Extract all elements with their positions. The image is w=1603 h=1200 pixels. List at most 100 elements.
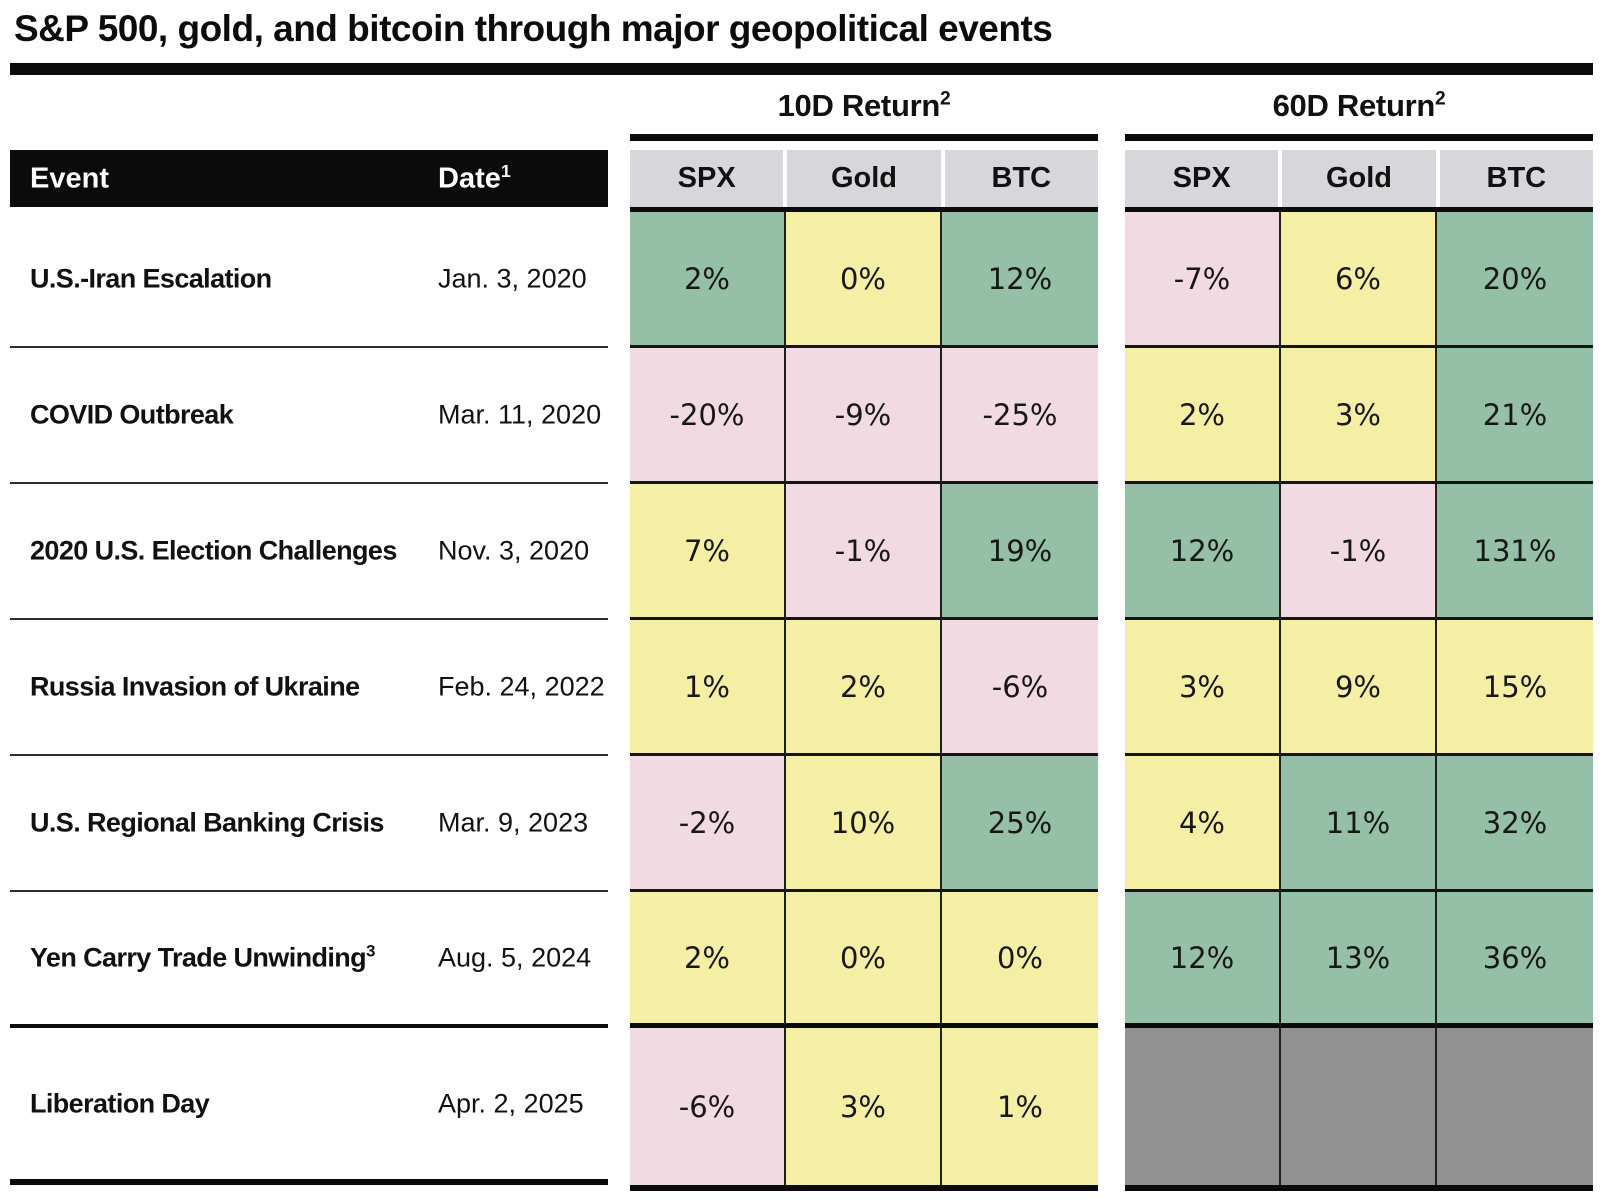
return-cell: 2% <box>1125 348 1281 484</box>
event-column-header: Event <box>30 162 109 194</box>
events-section: Event Date1 U.S.-Iran Escalation Jan. 3, … <box>10 150 608 1185</box>
return-group-10d: 10D Return2 SPX Gold BTC 2% 0% 12% -20% -9% -… <box>630 88 1098 1191</box>
header-rule-10d <box>630 207 1098 212</box>
return-group-60d: 60D Return2 SPX Gold BTC -7% 6% 20% 2% 3% 21%… <box>1125 88 1593 1191</box>
event-date: Apr. 2, 2025 <box>438 1088 584 1118</box>
header-rule-60d <box>1125 207 1593 212</box>
page-title: S&P 500, gold, and bitcoin through major… <box>14 8 1053 49</box>
return-cell: -9% <box>786 348 942 484</box>
return-cell: -1% <box>786 484 942 620</box>
group-title-60d: 60D Return2 <box>1125 88 1593 128</box>
column-header-btc: BTC <box>1439 150 1593 207</box>
group-title-60d-footnote-sup: 2 <box>1434 88 1446 110</box>
return-cell: 4% <box>1125 756 1281 892</box>
return-cell: 12% <box>1125 484 1281 620</box>
event-row: 2020 U.S. Election Challenges Nov. 3, 202… <box>10 484 608 620</box>
return-cell: 25% <box>942 756 1098 892</box>
event-row: U.S. Regional Banking Crisis Mar. 9, 2023 <box>10 756 608 892</box>
event-date: Mar. 9, 2023 <box>438 807 589 838</box>
return-cell: 20% <box>1437 212 1593 348</box>
return-cell: -1% <box>1281 484 1437 620</box>
event-date: Mar. 11, 2020 <box>438 399 602 430</box>
return-cell: -6% <box>942 620 1098 756</box>
event-name-label: COVID Outbreak <box>30 399 234 430</box>
group-rule-60d <box>1125 134 1593 141</box>
event-name-label: U.S.-Iran Escalation <box>30 263 272 294</box>
return-cell: 13% <box>1281 892 1437 1028</box>
return-cell: -2% <box>630 756 786 892</box>
return-cell: 3% <box>1281 348 1437 484</box>
return-cell: 12% <box>942 212 1098 348</box>
return-cell: 10% <box>786 756 942 892</box>
event-date: Jan. 3, 2020 <box>438 263 587 294</box>
return-cell: 12% <box>1125 892 1281 1028</box>
return-cell: 131% <box>1437 484 1593 620</box>
column-header-spx: SPX <box>630 150 784 207</box>
event-name: COVID Outbreak <box>30 399 234 431</box>
event-footnote-sup: 3 <box>366 941 375 961</box>
title-rule <box>10 63 1593 75</box>
event-row: Russia Invasion of Ukraine Feb. 24, 2022 <box>10 620 608 756</box>
event-name: Russia Invasion of Ukraine <box>30 672 360 703</box>
column-headers-60d: SPX Gold BTC <box>1125 150 1593 207</box>
date-column-header: Date1 <box>438 160 511 195</box>
return-cell: 2% <box>786 620 942 756</box>
return-cell: 36% <box>1437 892 1593 1028</box>
event-name-label: Yen Carry Trade Unwinding <box>30 942 367 973</box>
group-title-60d-label: 60D Return <box>1272 88 1436 123</box>
return-cell: 11% <box>1281 756 1437 892</box>
return-cell: 0% <box>942 892 1098 1028</box>
column-header-gold: Gold <box>1282 150 1436 207</box>
events-header-bar: Event Date1 <box>10 150 608 207</box>
return-cell: 15% <box>1437 620 1593 756</box>
return-cell: 1% <box>942 1028 1098 1185</box>
event-date: Nov. 3, 2020 <box>438 535 590 566</box>
event-name-label: Russia Invasion of Ukraine <box>30 671 360 702</box>
return-cell <box>1125 1028 1281 1185</box>
event-name: Liberation Day <box>30 1088 210 1119</box>
event-name-label: U.S. Regional Banking Crisis <box>30 807 384 838</box>
date-column-header-label: Date <box>438 162 501 194</box>
bottom-rule-10d <box>630 1185 1098 1191</box>
event-date: Feb. 24, 2022 <box>438 671 605 702</box>
event-name: 2020 U.S. Election Challenges <box>30 536 397 567</box>
group-rule-10d <box>630 134 1098 141</box>
bottom-rule-60d <box>1125 1185 1593 1191</box>
date-footnote-sup: 1 <box>500 160 511 181</box>
event-row: Yen Carry Trade Unwinding3 Aug. 5, 2024 <box>10 892 608 1028</box>
group-title-10d: 10D Return2 <box>630 88 1098 128</box>
return-cell: 0% <box>786 892 942 1028</box>
event-name-label: Liberation Day <box>30 1088 210 1118</box>
return-cell: 2% <box>630 212 786 348</box>
return-cell: -20% <box>630 348 786 484</box>
return-cell: -7% <box>1125 212 1281 348</box>
return-cell <box>1281 1028 1437 1185</box>
return-cell: -25% <box>942 348 1098 484</box>
event-name: Yen Carry Trade Unwinding3 <box>30 943 375 974</box>
return-cell: 1% <box>630 620 786 756</box>
event-date: Aug. 5, 2024 <box>438 942 592 973</box>
event-row: COVID Outbreak Mar. 11, 2020 <box>10 348 608 484</box>
event-name-label: 2020 U.S. Election Challenges <box>30 535 397 566</box>
return-cell: 19% <box>942 484 1098 620</box>
event-row: Liberation Day Apr. 2, 2025 <box>10 1028 608 1185</box>
return-cell: 9% <box>1281 620 1437 756</box>
return-cell: 0% <box>786 212 942 348</box>
column-headers-10d: SPX Gold BTC <box>630 150 1098 207</box>
return-cell: 21% <box>1437 348 1593 484</box>
return-cell: 3% <box>786 1028 942 1185</box>
return-cell: 7% <box>630 484 786 620</box>
event-rows: U.S.-Iran Escalation Jan. 3, 2020 COVID Ou… <box>10 212 608 1185</box>
return-cell: 6% <box>1281 212 1437 348</box>
returns-grid-10d: 2% 0% 12% -20% -9% -25% 7% -1% 19% 1% 2% -6% -2% 10% 2… <box>630 212 1098 1185</box>
returns-grid-60d: -7% 6% 20% 2% 3% 21% 12% -1% 131% 3% 9% 15% 4% 11% 32%… <box>1125 212 1593 1185</box>
event-name: U.S. Regional Banking Crisis <box>30 808 384 839</box>
group-title-10d-footnote-sup: 2 <box>939 88 951 110</box>
return-cell: 2% <box>630 892 786 1028</box>
return-cell: 3% <box>1125 620 1281 756</box>
group-title-10d-label: 10D Return <box>777 88 941 123</box>
return-cell: 32% <box>1437 756 1593 892</box>
return-cell: -6% <box>630 1028 786 1185</box>
event-row: U.S.-Iran Escalation Jan. 3, 2020 <box>10 212 608 348</box>
